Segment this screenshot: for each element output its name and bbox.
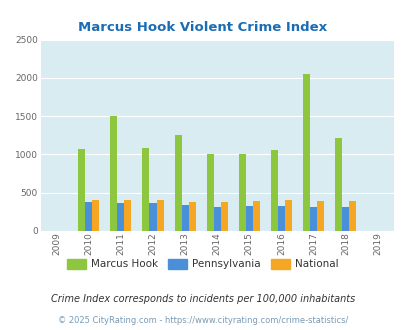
Bar [181,205,188,231]
Bar [92,200,99,231]
Bar [334,138,341,231]
Bar [188,202,195,231]
Legend: Marcus Hook, Pennsylvania, National: Marcus Hook, Pennsylvania, National [63,255,342,274]
Bar [238,154,245,231]
Bar [341,207,348,231]
Bar [270,150,277,231]
Text: Crime Index corresponds to incidents per 100,000 inhabitants: Crime Index corresponds to incidents per… [51,294,354,304]
Bar [245,206,252,231]
Bar [78,149,85,231]
Bar [348,201,355,231]
Bar [309,207,316,231]
Bar [156,200,163,231]
Bar [277,206,284,231]
Bar [220,202,227,231]
Bar [284,200,291,231]
Text: Marcus Hook Violent Crime Index: Marcus Hook Violent Crime Index [78,21,327,34]
Bar [117,203,124,231]
Bar [142,148,149,231]
Bar [149,203,156,231]
Bar [110,116,117,231]
Bar [124,200,131,231]
Bar [85,202,92,231]
Bar [252,201,259,231]
Bar [302,74,309,231]
Bar [316,201,323,231]
Bar [174,135,181,231]
Text: © 2025 CityRating.com - https://www.cityrating.com/crime-statistics/: © 2025 CityRating.com - https://www.city… [58,316,347,325]
Bar [206,154,213,231]
Bar [213,207,220,231]
